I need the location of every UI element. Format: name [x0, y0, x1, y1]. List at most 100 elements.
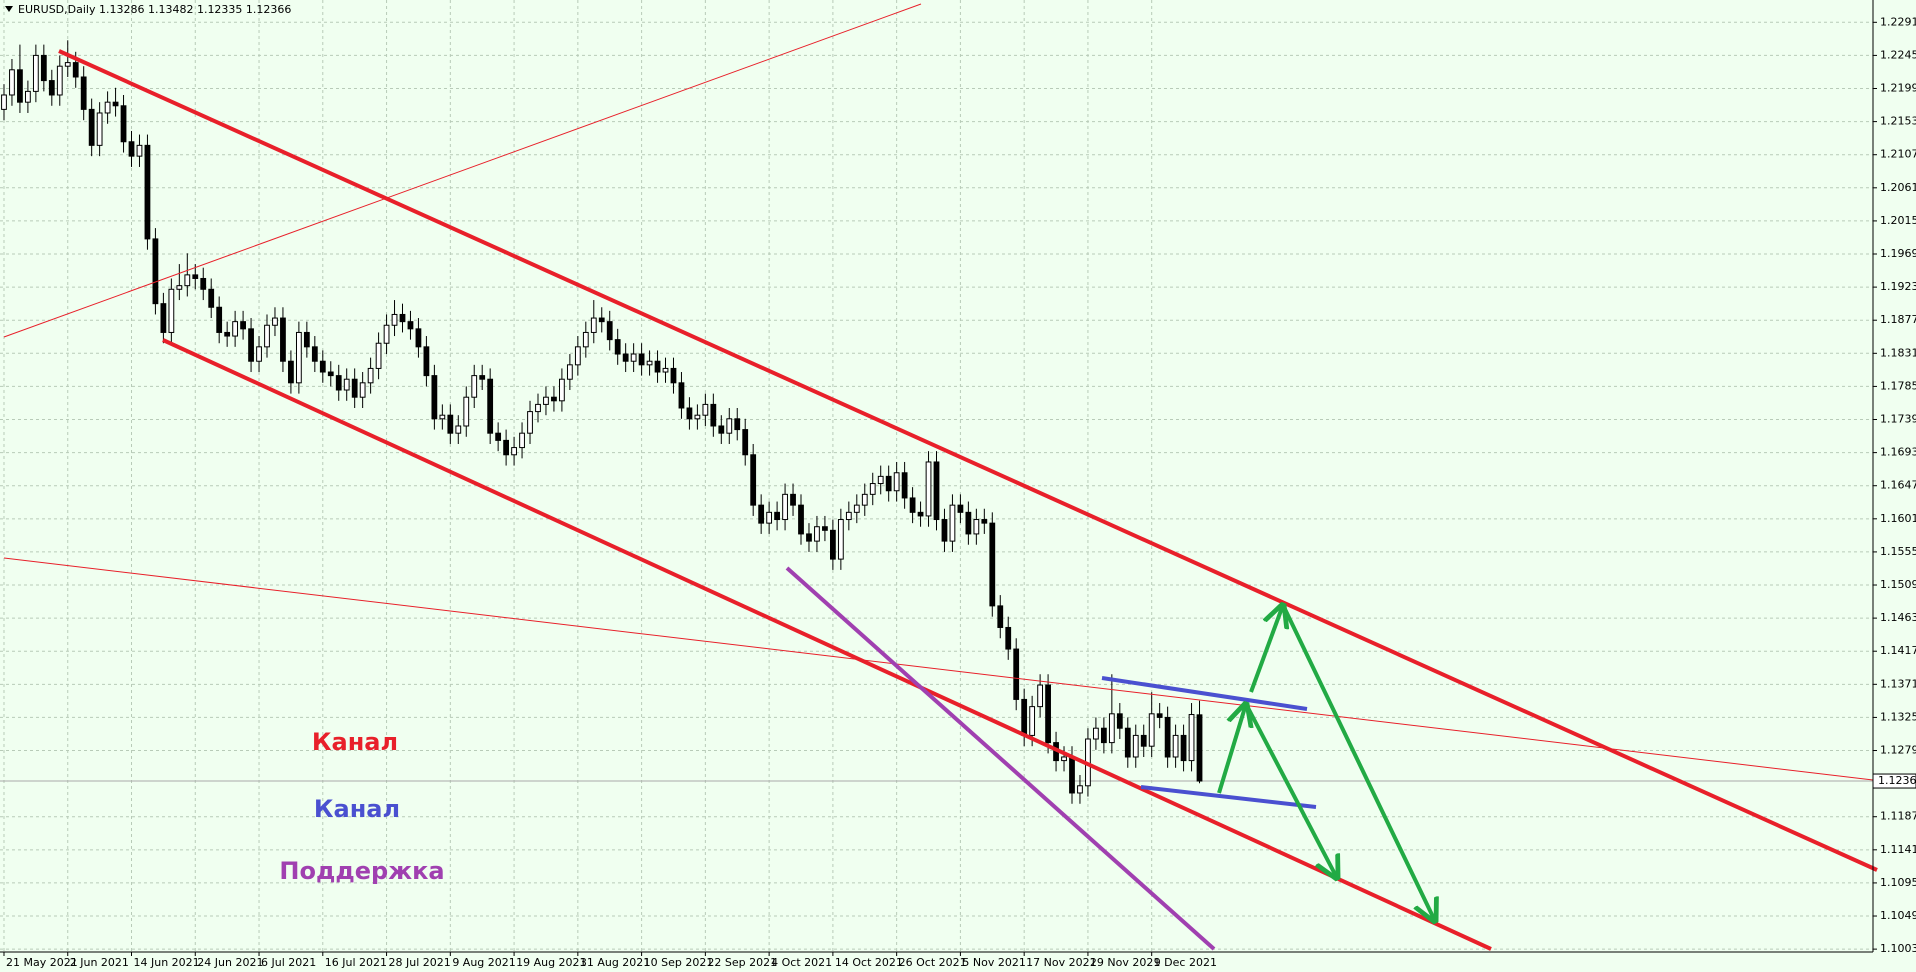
candle-body: [551, 396, 557, 402]
y-tick-label: 1.19690: [1880, 247, 1916, 260]
candle-body: [383, 324, 390, 344]
candle-body: [136, 144, 143, 157]
candle-body: [264, 324, 270, 348]
x-tick-label: 14 Jun 2021: [134, 956, 200, 969]
x-tick-label: 14 Oct 2021: [835, 956, 903, 969]
y-tick-label: 1.22910: [1880, 15, 1916, 28]
candle-body: [1148, 713, 1155, 747]
candle-body: [399, 313, 406, 323]
y-tick-label: 1.10030: [1880, 942, 1916, 955]
candle-body: [678, 382, 685, 409]
candle-body: [1188, 714, 1195, 762]
candle-body: [606, 321, 613, 341]
candle-body: [128, 141, 135, 157]
candle-body: [375, 342, 382, 369]
candle-body: [574, 346, 581, 366]
y-tick-label: 1.13710: [1880, 677, 1916, 690]
candle-body: [1069, 756, 1075, 794]
candle-body: [439, 414, 446, 420]
candle-body: [463, 396, 470, 427]
candle-body: [1180, 734, 1187, 762]
last-price-label: 1.12366: [1878, 774, 1916, 787]
candle-body: [845, 511, 852, 521]
candle-body: [1172, 734, 1179, 758]
candle-body: [288, 360, 294, 384]
candle-body: [981, 519, 988, 524]
channel-lower: [162, 338, 1492, 951]
candle-body: [295, 331, 302, 384]
y-tick-label: 1.15550: [1880, 545, 1916, 558]
candle-body: [359, 382, 366, 398]
candle-body: [144, 144, 151, 240]
candle-body: [750, 454, 757, 506]
candle-body: [72, 62, 79, 78]
x-tick-label: 28 Jul 2021: [389, 956, 451, 969]
candle-body: [933, 461, 940, 521]
candle-body: [216, 306, 223, 333]
candle-body: [598, 317, 605, 323]
candle-body: [973, 519, 980, 535]
candle-body: [104, 101, 111, 114]
y-tick-label: 1.18310: [1880, 346, 1916, 359]
candle-body: [319, 360, 326, 373]
candle-body: [1021, 698, 1028, 736]
y-tick-label: 1.21530: [1880, 115, 1916, 128]
candle-body: [1029, 706, 1036, 736]
candle-body: [997, 605, 1004, 628]
candle-body: [893, 472, 900, 492]
candle-body: [232, 321, 239, 337]
candle-body: [56, 65, 63, 96]
candle-body: [32, 54, 39, 92]
candle-body: [88, 108, 95, 146]
candle-body: [335, 375, 342, 391]
candle-body: [758, 504, 765, 524]
x-tick-label: 5 Nov 2021: [962, 956, 1025, 969]
y-tick-label: 1.15090: [1880, 578, 1916, 591]
blue-channel-upper: [1101, 676, 1308, 711]
candle-body: [814, 526, 820, 542]
x-tick-label: 9 Dec 2021: [1154, 956, 1217, 969]
last-price-box: [1872, 773, 1916, 789]
candle-body: [853, 504, 860, 513]
y-tick-label: 1.14630: [1880, 611, 1916, 624]
candle-body: [120, 105, 127, 143]
candle-body: [407, 321, 414, 330]
candle-body: [64, 62, 71, 67]
y-tick-label: 1.20150: [1880, 214, 1916, 227]
annotation: Канал: [314, 795, 400, 823]
candle-body: [479, 375, 486, 380]
candle-body: [638, 353, 645, 366]
candle-body: [40, 54, 47, 82]
x-tick-label: 19 Aug 2021: [516, 956, 586, 969]
candle-body: [1061, 756, 1067, 762]
candle-body: [25, 90, 31, 103]
y-tick-label: 1.16010: [1880, 512, 1916, 525]
arrow: [1249, 605, 1283, 693]
y-tick-label: 1.10950: [1880, 876, 1916, 889]
candle-body: [351, 378, 358, 398]
blue-channel-lower: [1140, 785, 1317, 809]
candle-body: [877, 475, 884, 485]
y-tick-label: 1.16930: [1880, 446, 1916, 459]
candle-body: [702, 403, 709, 416]
candles: [1, 40, 1203, 804]
candle-body: [790, 493, 796, 506]
arrow: [1281, 604, 1435, 921]
candle-body: [391, 313, 398, 326]
candle-body: [566, 364, 573, 380]
candle-body: [176, 285, 183, 290]
candle-body: [303, 331, 310, 348]
x-tick-label: 26 Oct 2021: [899, 956, 967, 969]
menu-icon[interactable]: [5, 6, 13, 12]
candle-body: [957, 504, 964, 513]
annotation: Поддержка: [279, 857, 444, 885]
candle-body: [806, 533, 812, 542]
candle-body: [471, 375, 478, 398]
candle-body: [1100, 727, 1107, 744]
candle-body: [487, 378, 494, 434]
candle-body: [543, 396, 549, 405]
candle-body: [495, 432, 502, 441]
candle-body: [200, 277, 207, 290]
y-tick-label: 1.18770: [1880, 313, 1916, 326]
candle-body: [694, 414, 701, 420]
